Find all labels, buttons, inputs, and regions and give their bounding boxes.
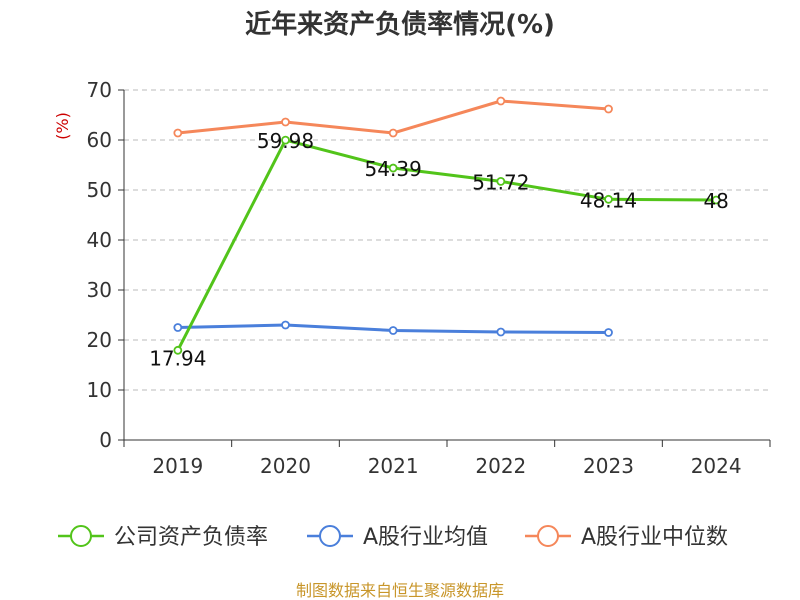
series-point	[173, 128, 183, 138]
x-tick-label: 2023	[583, 454, 634, 478]
series-point	[173, 345, 183, 355]
series-line	[176, 138, 717, 351]
series-point	[711, 195, 721, 205]
legend-label: A股行业中位数	[581, 525, 728, 550]
x-tick-label: 2021	[368, 454, 419, 478]
series-point	[496, 96, 506, 106]
chart-title: 近年来资产负债率情况(%)	[245, 9, 555, 40]
x-tick-label: 2020	[260, 454, 311, 478]
series-point	[281, 135, 290, 145]
legend-label: A股行业均值	[363, 525, 488, 550]
gridlines	[124, 89, 770, 391]
data-label: 54.39	[365, 157, 422, 181]
series-point	[604, 194, 613, 204]
series-point	[281, 320, 290, 330]
data-label: 48.14	[580, 188, 637, 212]
y-tick-label: 20	[87, 328, 112, 352]
data-labels: 17.94 59.98 54.39 51.72 48.14 48	[149, 129, 729, 370]
legend-swatch-marker	[70, 525, 92, 547]
data-label: 48	[703, 189, 728, 213]
source-note: 制图数据来自恒生聚源数据库	[296, 581, 504, 600]
axes: 0 10 20 30 40 50 60 70 2019 2020 2021 2022 2023 2024	[87, 78, 771, 478]
series-point	[604, 328, 613, 337]
y-tick-label: 50	[87, 178, 112, 202]
series-point	[604, 104, 613, 114]
y-tick-label: 30	[87, 278, 112, 302]
y-tick-label: 60	[87, 128, 112, 152]
data-label: 17.94	[149, 346, 206, 370]
series-point	[173, 323, 183, 332]
series-line	[177, 99, 609, 135]
series-point	[496, 176, 506, 186]
y-tick-label: 40	[87, 228, 112, 252]
y-tick-label: 0	[99, 428, 112, 452]
series-point	[388, 128, 398, 138]
series-point	[281, 117, 290, 127]
x-tick-label: 2022	[475, 454, 526, 478]
legend-swatch-marker	[319, 525, 341, 547]
y-tick-label: 10	[87, 378, 112, 402]
data-label: 59.98	[257, 129, 314, 153]
series-point	[496, 327, 506, 337]
legend-swatch-marker	[537, 525, 559, 547]
x-tick-label: 2024	[691, 454, 742, 478]
x-tick-label: 2019	[152, 454, 203, 478]
y-tick-label: 70	[87, 78, 112, 102]
series-point	[388, 163, 398, 173]
y-axis-label: (%)	[53, 112, 72, 140]
legend-label: 公司资产负债率	[114, 525, 268, 550]
series-layer	[173, 96, 721, 355]
data-label: 51.72	[472, 170, 529, 194]
legend: 公司资产负债率 A股行业均值 A股行业中位数	[58, 525, 728, 550]
series-point	[388, 326, 398, 335]
